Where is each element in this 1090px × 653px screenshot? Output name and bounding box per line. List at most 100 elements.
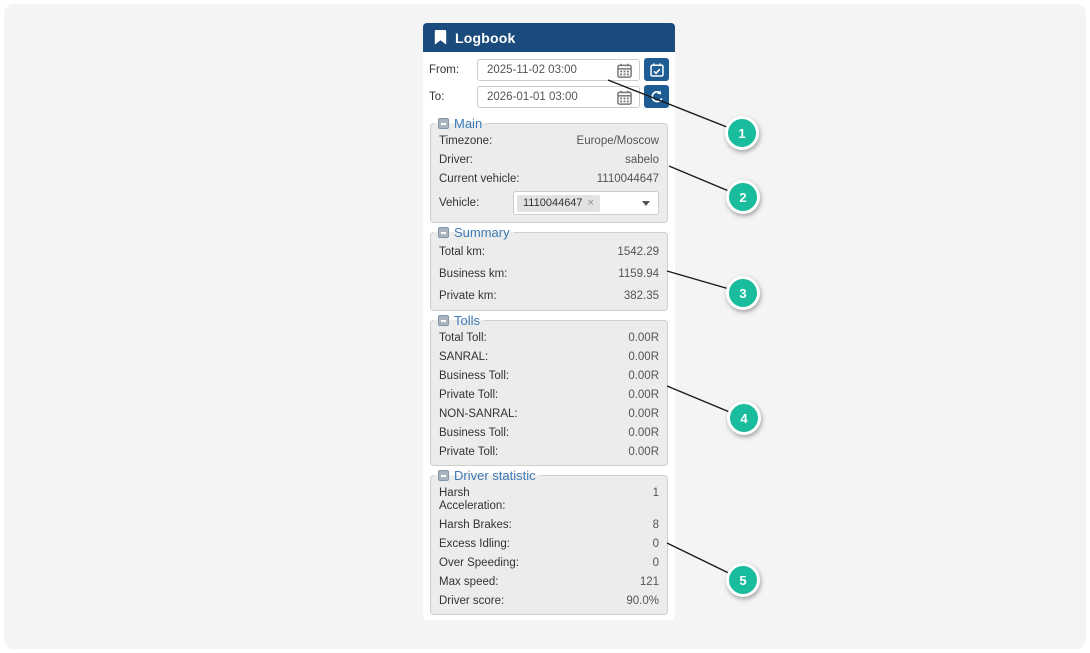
chevron-down-icon[interactable] [642, 200, 650, 206]
to-row: To: 2026-01-01 03:00 [427, 85, 669, 108]
panel-header: Logbook [423, 23, 675, 52]
row-value: 0.00R [628, 351, 659, 363]
collapse-icon[interactable] [438, 227, 449, 238]
section-title: Driver statistic [454, 468, 536, 483]
vehicle-tag: 1110044647 × [517, 194, 600, 212]
row-value: Europe/Moscow [576, 135, 659, 147]
toll-row: NON-SANRAL: 0.00R [431, 405, 667, 424]
toll-row: SANRAL: 0.00R [431, 348, 667, 367]
main-section: Main Timezone: Europe/Moscow Driver: sab… [430, 116, 668, 223]
driver-stat-row: Over Speeding: 0 [431, 554, 667, 573]
tolls-legend: Tolls [434, 313, 484, 328]
row-value: sabelo [625, 154, 659, 166]
main-legend: Main [434, 116, 486, 131]
vehicle-select[interactable]: 1110044647 × [513, 191, 659, 215]
section-title: Summary [454, 225, 510, 240]
callout-badge-3: 3 [726, 276, 760, 310]
row-label: Private Toll: [439, 389, 499, 401]
info-row: Current vehicle: 1110044647 [431, 170, 667, 189]
row-label: Over Speeding: [439, 557, 519, 569]
row-value: 0 [652, 538, 659, 550]
from-row: From: 2025-11-02 03:00 [427, 58, 669, 81]
vehicle-row: Vehicle: 1110044647 × [431, 189, 667, 219]
row-value: 0.00R [628, 332, 659, 344]
stat-row: Total km: 1542.29 [431, 241, 667, 263]
vehicle-label: Vehicle: [439, 197, 480, 209]
row-label: Harsh Acceleration: [439, 487, 506, 512]
row-value: 382.35 [623, 289, 659, 302]
row-value: 1 [652, 487, 659, 499]
row-value: 90.0% [626, 595, 659, 607]
stat-row: Private km: 382.35 [431, 285, 667, 307]
driver-statistic-section: Driver statistic Harsh Acceleration: 1 H… [430, 468, 668, 615]
row-label: Business Toll: [439, 427, 510, 439]
remove-tag-icon[interactable]: × [587, 197, 594, 209]
vehicle-tag-text: 1110044647 [523, 197, 583, 209]
info-row: Timezone: Europe/Moscow [431, 132, 667, 151]
row-value: 1542.29 [617, 245, 659, 258]
row-label: Total km: [439, 245, 486, 258]
bookmark-icon [434, 30, 447, 45]
to-label: To: [429, 90, 445, 103]
page-title: Logbook [455, 29, 516, 46]
callout-badge-5: 5 [726, 563, 760, 597]
row-value: 0.00R [628, 408, 659, 420]
row-label: SANRAL: [439, 351, 489, 363]
stat-row: Business km: 1159.94 [431, 263, 667, 285]
to-date-value: 2026-01-01 03:00 [487, 90, 578, 103]
driver-stat-row: Excess Idling: 0 [431, 535, 667, 554]
callout-badge-4: 4 [727, 401, 761, 435]
refresh-button[interactable] [644, 85, 669, 108]
apply-date-button[interactable] [644, 58, 669, 81]
row-label: NON-SANRAL: [439, 408, 518, 420]
driver-stat-row: Max speed: 121 [431, 573, 667, 592]
info-row: Driver: sabelo [431, 151, 667, 170]
row-value: 1110044647 [596, 173, 659, 185]
row-label: Business Toll: [439, 370, 510, 382]
row-value: 8 [652, 519, 659, 531]
row-value: 0.00R [628, 427, 659, 439]
toll-row: Total Toll: 0.00R [431, 329, 667, 348]
collapse-icon[interactable] [438, 470, 449, 481]
driver-stat-row: Driver score: 90.0% [431, 592, 667, 611]
from-date-value: 2025-11-02 03:00 [487, 63, 577, 76]
calendar-icon[interactable] [617, 63, 632, 78]
row-label: Driver score: [439, 595, 505, 607]
section-title: Main [454, 116, 483, 131]
refresh-icon [650, 90, 664, 104]
logbook-panel: Logbook From: 2025-11-02 03:00 To: 2026-… [423, 23, 675, 620]
row-label: Current vehicle: [439, 173, 520, 185]
toll-row: Business Toll: 0.00R [431, 367, 667, 386]
toll-row: Private Toll: 0.00R [431, 386, 667, 405]
row-label: Private km: [439, 289, 497, 302]
toll-row: Business Toll: 0.00R [431, 424, 667, 443]
date-range: From: 2025-11-02 03:00 To: 2026-01-01 03… [423, 52, 675, 114]
calendar-check-icon [649, 62, 664, 77]
driver-statistic-legend: Driver statistic [434, 468, 540, 483]
from-date-input[interactable]: 2025-11-02 03:00 [477, 58, 640, 81]
calendar-icon[interactable] [617, 90, 632, 105]
toll-row: Private Toll: 0.00R [431, 443, 667, 462]
row-value: 0.00R [628, 446, 659, 458]
row-label: Driver: [439, 154, 473, 166]
row-value: 0 [652, 557, 659, 569]
row-label: Excess Idling: [439, 538, 510, 550]
row-value: 121 [639, 576, 659, 588]
summary-legend: Summary [434, 225, 514, 240]
driver-stat-row: Harsh Acceleration: 1 [431, 484, 667, 516]
collapse-icon[interactable] [438, 315, 449, 326]
from-label: From: [429, 63, 460, 76]
row-label: Business km: [439, 267, 508, 280]
row-label: Max speed: [439, 576, 499, 588]
row-label: Harsh Brakes: [439, 519, 512, 531]
summary-section: Summary Total km: 1542.29 Business km: 1… [430, 225, 668, 311]
driver-stat-row: Harsh Brakes: 8 [431, 516, 667, 535]
section-title: Tolls [454, 313, 481, 328]
row-value: 1159.94 [618, 267, 659, 280]
to-date-input[interactable]: 2026-01-01 03:00 [477, 85, 640, 108]
row-label: Total Toll: [439, 332, 487, 344]
row-value: 0.00R [628, 370, 659, 382]
collapse-icon[interactable] [438, 118, 449, 129]
callout-badge-2: 2 [726, 180, 760, 214]
row-label: Timezone: [439, 135, 493, 147]
